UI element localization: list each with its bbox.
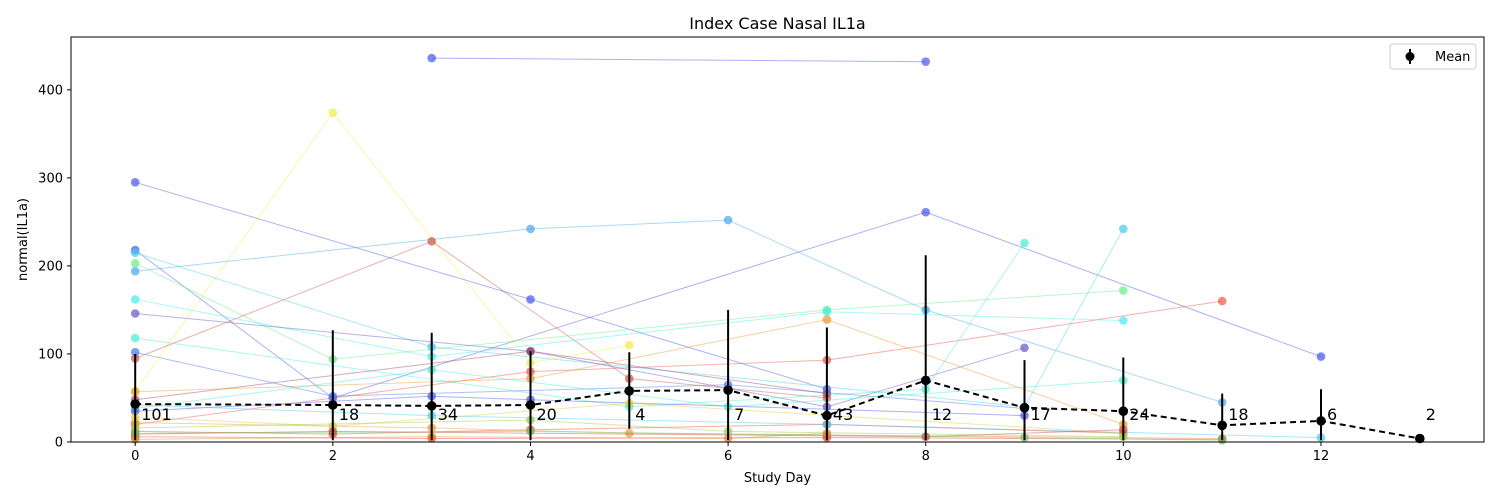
subject-point <box>625 340 634 350</box>
mean-point <box>624 386 635 396</box>
subject-line <box>135 395 1025 417</box>
subject-line <box>431 57 926 63</box>
subject-point <box>130 259 140 268</box>
x-tick-label: 10 <box>1115 449 1132 464</box>
legend-marker-icon <box>1405 52 1415 61</box>
subject-point <box>1119 224 1128 234</box>
subject-line <box>134 211 1322 399</box>
subject-point <box>1119 286 1128 295</box>
subject-point <box>625 428 634 438</box>
count-label: 4 <box>635 405 645 424</box>
count-label: 12 <box>932 405 952 424</box>
mean-point <box>1019 402 1030 413</box>
x-tick-label: 4 <box>526 449 534 464</box>
y-axis-label: normal(IL1a) <box>16 198 31 281</box>
subject-line <box>135 402 1124 434</box>
x-tick-label: 12 <box>1313 449 1330 464</box>
count-label: 18 <box>339 405 359 424</box>
x-tick-label: 0 <box>131 449 139 464</box>
subject-point <box>130 178 140 187</box>
count-label: 101 <box>141 405 172 424</box>
mean-point <box>822 410 832 421</box>
mean-point <box>525 400 536 410</box>
legend-entry-mean: Mean <box>1435 50 1470 65</box>
mean-point <box>1415 433 1425 444</box>
subject-point <box>1119 316 1128 325</box>
mean-point <box>426 401 437 411</box>
subject-point <box>526 224 535 234</box>
subject-point <box>822 307 832 317</box>
count-label: 20 <box>537 405 557 424</box>
subject-point <box>921 57 930 66</box>
count-label: 18 <box>1228 405 1248 424</box>
mean-point <box>130 399 140 409</box>
subject-point <box>1020 343 1029 353</box>
y-tick-label: 300 <box>38 171 63 186</box>
subject-point <box>723 215 733 225</box>
subject-point <box>1020 238 1029 248</box>
subject-point <box>328 108 338 117</box>
legend: Mean <box>1389 43 1477 70</box>
subject-line <box>134 262 1124 360</box>
subject-point <box>130 347 140 357</box>
subject-line <box>135 242 1025 408</box>
count-label: 2 <box>1426 405 1436 424</box>
subject-line <box>135 298 1124 358</box>
y-tick-label: 400 <box>38 83 63 98</box>
count-label: 43 <box>833 405 853 424</box>
subject-point <box>1217 296 1227 306</box>
y-tick-label: 200 <box>38 259 63 274</box>
mean-point <box>1316 416 1326 426</box>
chart-title: Index Case Nasal IL1a <box>689 14 865 33</box>
x-tick-label: 6 <box>724 449 732 464</box>
x-axis-label: Study Day <box>744 471 812 486</box>
subject-point <box>1316 352 1326 361</box>
subject-point <box>921 207 930 217</box>
subject-point <box>822 315 832 324</box>
subject-point <box>130 295 140 304</box>
subject-point <box>130 309 140 318</box>
subject-line <box>135 432 827 440</box>
subject-point <box>427 53 437 63</box>
x-tick-label: 8 <box>922 449 930 464</box>
subject-point <box>526 295 535 304</box>
y-tick-label: 0 <box>55 436 63 451</box>
count-label: 34 <box>438 405 458 424</box>
mean-series-group: 101 18 34 20 4 7 43 12 17 24 18 6 2 <box>130 255 1436 444</box>
mean-point <box>1217 420 1227 431</box>
count-label: 7 <box>734 405 744 424</box>
legend-box <box>1389 43 1477 70</box>
subject-point <box>130 266 140 276</box>
mean-point <box>920 375 931 386</box>
subject-point <box>130 333 140 343</box>
subject-point <box>130 248 140 257</box>
x-tick-label: 2 <box>329 449 337 464</box>
count-label: 17 <box>1031 405 1051 424</box>
y-tick-label: 100 <box>38 347 63 362</box>
mean-point <box>328 400 338 410</box>
count-label: 24 <box>1129 405 1149 424</box>
subject-point <box>427 237 437 246</box>
mean-point <box>723 385 733 395</box>
count-label: 6 <box>1327 405 1337 424</box>
mean-point <box>1118 406 1129 417</box>
plot-frame <box>70 36 1485 443</box>
